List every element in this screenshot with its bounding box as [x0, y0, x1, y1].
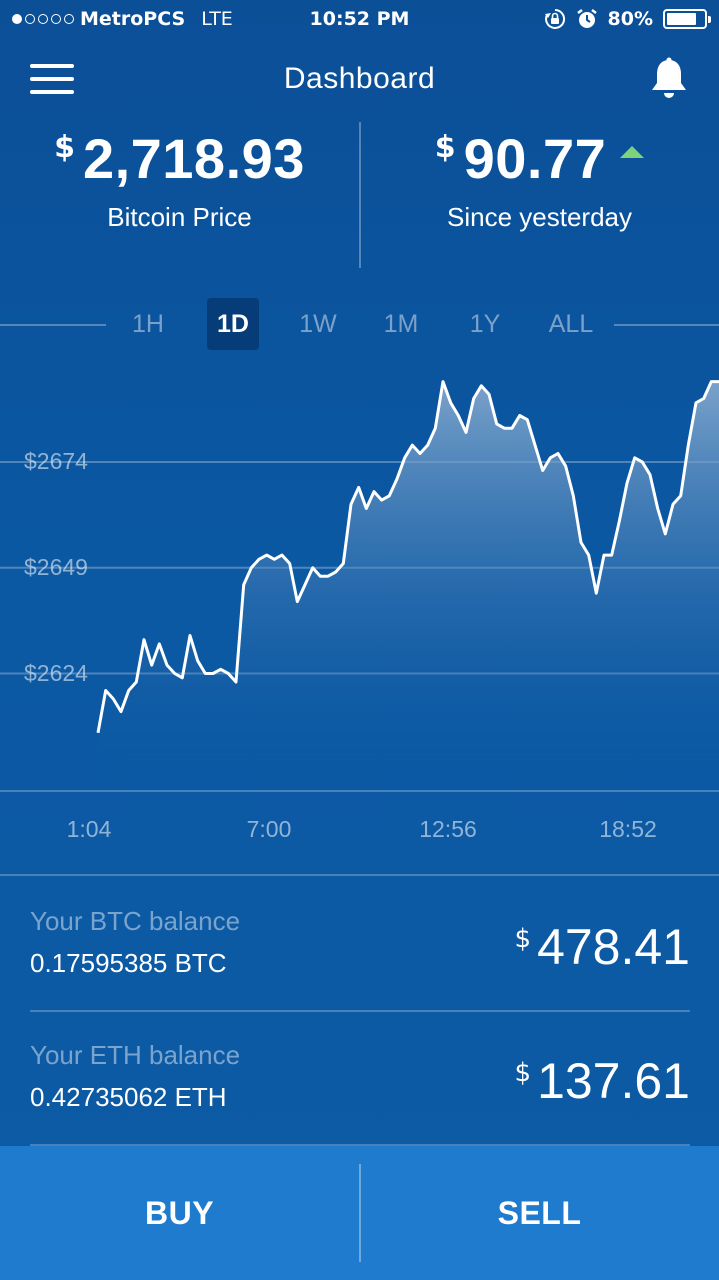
network-type: LTE — [201, 8, 233, 30]
balance-divider — [30, 1144, 690, 1146]
carrier-name: MetroPCS — [80, 8, 186, 30]
alarm-icon — [576, 9, 597, 28]
status-bar: MetroPCS LTE 10:52 PM 80% — [0, 0, 719, 40]
btc-balance-label: Your BTC balance — [30, 906, 241, 936]
btc-balance-amount: 0.17595385 BTC — [30, 948, 227, 978]
action-divider — [359, 1164, 361, 1262]
bitcoin-price-label: Bitcoin Price — [107, 202, 252, 232]
signal-dot — [38, 14, 48, 24]
price-area — [98, 381, 719, 792]
tab-1w[interactable]: 1W — [299, 310, 337, 338]
tab-1m[interactable]: 1M — [383, 310, 419, 338]
eth-balance-label: Your ETH balance — [30, 1040, 241, 1070]
signal-dot — [64, 14, 74, 24]
signal-dot — [25, 14, 35, 24]
y-tick-label: $2649 — [24, 553, 88, 580]
battery-percent: 80% — [607, 8, 653, 30]
eth-balance-row[interactable]: Your ETH balance 0.42735062 ETH $ 137.61 — [30, 1010, 690, 1144]
signal-dot — [51, 14, 61, 24]
currency-symbol: $ — [514, 924, 532, 954]
stats-divider — [359, 122, 361, 268]
bitcoin-price-value: 2,718.93 — [82, 127, 305, 190]
up-arrow-icon — [620, 146, 645, 158]
bell-icon[interactable] — [646, 56, 692, 102]
btc-balance-value: 478.41 — [537, 919, 690, 975]
sell-button[interactable]: SELL — [497, 1195, 582, 1231]
price-line — [96, 380, 719, 734]
x-tick-label: 1:04 — [66, 816, 112, 842]
price-chart-svg — [0, 380, 719, 792]
x-tick-label: 18:52 — [599, 816, 657, 842]
eth-balance-fiat: $ 137.61 — [515, 1052, 690, 1110]
battery-icon — [663, 9, 711, 29]
action-bar: BUY SELL — [0, 1146, 719, 1280]
chart-axis-divider — [0, 790, 719, 792]
orientation-lock-icon — [544, 8, 565, 29]
status-time: 10:52 PM — [309, 8, 410, 30]
eth-balance-value: 137.61 — [537, 1053, 690, 1109]
bitcoin-price-stat: $ 2,718.93 Bitcoin Price — [0, 122, 359, 268]
price-change-value: 90.77 — [463, 127, 607, 190]
section-divider — [0, 874, 719, 876]
x-axis-labels: 1:04 7:00 12:56 18:52 — [0, 816, 719, 846]
x-tick-label: 12:56 — [419, 816, 477, 842]
price-summary: $ 2,718.93 Bitcoin Price $ 90.77 Since y… — [0, 122, 719, 268]
buy-button[interactable]: BUY — [144, 1195, 215, 1231]
range-line-right — [614, 324, 719, 326]
y-tick-label: $2624 — [24, 659, 88, 686]
hamburger-menu-icon[interactable] — [30, 64, 74, 98]
tab-1y[interactable]: 1Y — [469, 310, 501, 338]
page-title: Dashboard — [283, 62, 436, 95]
currency-symbol: $ — [54, 130, 75, 165]
eth-balance-amount: 0.42735062 ETH — [30, 1082, 227, 1112]
balance-divider — [30, 1010, 690, 1012]
signal-dot — [12, 14, 22, 24]
currency-symbol: $ — [434, 130, 456, 165]
btc-balance-row[interactable]: Your BTC balance 0.17595385 BTC $ 478.41 — [30, 876, 690, 1010]
tab-all[interactable]: ALL — [548, 310, 594, 338]
y-tick-label: $2674 — [24, 448, 88, 474]
price-change-stat: $ 90.77 Since yesterday — [360, 122, 719, 268]
btc-balance-fiat: $ 478.41 — [515, 918, 690, 976]
signal-strength-icon — [12, 14, 74, 24]
price-chart[interactable]: $2674 $2649 $2624 — [0, 352, 719, 792]
nav-bar: Dashboard — [0, 40, 719, 122]
tab-1d[interactable]: 1D — [207, 298, 259, 350]
currency-symbol: $ — [514, 1058, 532, 1088]
status-left: MetroPCS LTE — [12, 8, 233, 30]
time-range-selector: 1H 1D 1W 1M 1Y ALL — [0, 296, 719, 352]
price-change-label: Since yesterday — [447, 202, 632, 232]
status-right: 80% — [544, 8, 711, 30]
range-line-left — [0, 324, 106, 326]
x-tick-label: 7:00 — [246, 816, 292, 842]
tab-1h[interactable]: 1H — [132, 310, 164, 338]
